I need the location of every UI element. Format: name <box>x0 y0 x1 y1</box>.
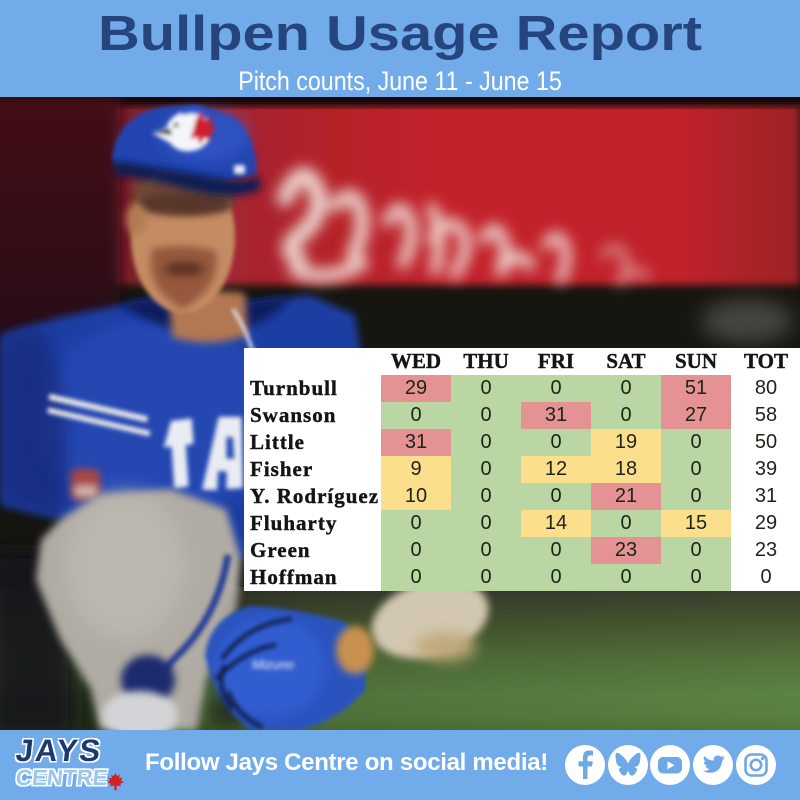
svg-text:Mizuno: Mizuno <box>252 657 294 672</box>
